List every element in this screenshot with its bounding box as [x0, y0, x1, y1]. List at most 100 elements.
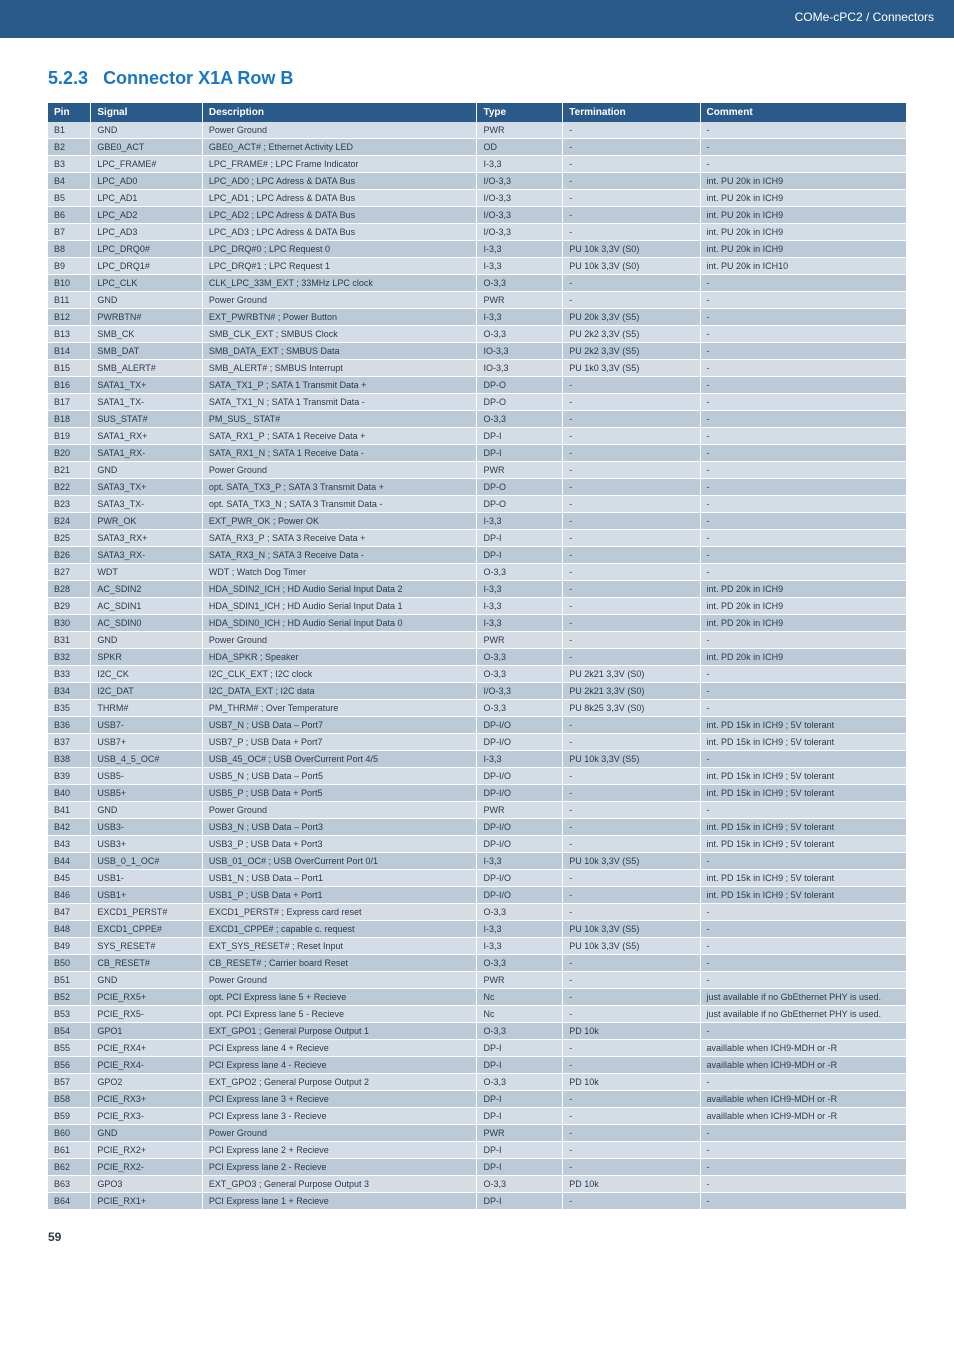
table-cell: B32: [48, 649, 91, 666]
table-cell: IO-3,3: [477, 360, 563, 377]
table-cell: just available if no GbEthernet PHY is u…: [700, 1006, 906, 1023]
table-cell: -: [700, 411, 906, 428]
table-cell: IO-3,3: [477, 343, 563, 360]
table-cell: B61: [48, 1142, 91, 1159]
table-cell: EXT_GPO2 ; General Purpose Output 2: [202, 1074, 477, 1091]
table-row: B54GPO1EXT_GPO1 ; General Purpose Output…: [48, 1023, 906, 1040]
table-cell: -: [700, 1142, 906, 1159]
table-cell: PM_THRM# ; Over Temperature: [202, 700, 477, 717]
table-cell: USB1_P ; USB Data + Port1: [202, 887, 477, 904]
table-cell: DP-I/O: [477, 785, 563, 802]
table-cell: int. PD 20k in ICH9: [700, 581, 906, 598]
table-cell: SATA_RX3_N ; SATA 3 Receive Data -: [202, 547, 477, 564]
table-cell: GND: [91, 462, 203, 479]
column-header: Termination: [563, 103, 700, 122]
table-row: B12PWRBTN#EXT_PWRBTN# ; Power ButtonI-3,…: [48, 309, 906, 326]
table-cell: SMB_CLK_EXT ; SMBUS Clock: [202, 326, 477, 343]
table-cell: O-3,3: [477, 275, 563, 292]
table-cell: -: [700, 547, 906, 564]
table-cell: -: [563, 887, 700, 904]
table-cell: -: [700, 666, 906, 683]
table-body: B1GNDPower GroundPWR--B2GBE0_ACTGBE0_ACT…: [48, 122, 906, 1210]
table-cell: PCIE_RX5+: [91, 989, 203, 1006]
table-cell: PU 2k2 3,3V (S5): [563, 326, 700, 343]
table-cell: AC_SDIN0: [91, 615, 203, 632]
table-cell: -: [700, 802, 906, 819]
table-cell: SATA3_TX+: [91, 479, 203, 496]
table-cell: I-3,3: [477, 921, 563, 938]
table-row: B14SMB_DATSMB_DATA_EXT ; SMBUS DataIO-3,…: [48, 343, 906, 360]
table-cell: -: [563, 190, 700, 207]
table-cell: -: [563, 649, 700, 666]
table-cell: SMB_DAT: [91, 343, 203, 360]
table-cell: -: [563, 292, 700, 309]
table-cell: int. PD 20k in ICH9: [700, 649, 906, 666]
table-cell: B29: [48, 598, 91, 615]
table-cell: I-3,3: [477, 581, 563, 598]
table-row: B19SATA1_RX+SATA_RX1_P ; SATA 1 Receive …: [48, 428, 906, 445]
table-cell: O-3,3: [477, 1176, 563, 1193]
table-row: B49SYS_RESET#EXT_SYS_RESET# ; Reset Inpu…: [48, 938, 906, 955]
table-cell: EXT_PWR_OK ; Power OK: [202, 513, 477, 530]
table-row: B37USB7+USB7_P ; USB Data + Port7DP-I/O-…: [48, 734, 906, 751]
table-cell: DP-O: [477, 394, 563, 411]
table-cell: B48: [48, 921, 91, 938]
table-cell: SATA_RX1_P ; SATA 1 Receive Data +: [202, 428, 477, 445]
table-cell: Power Ground: [202, 292, 477, 309]
table-cell: O-3,3: [477, 1074, 563, 1091]
table-row: B9LPC_DRQ1#LPC_DRQ#1 ; LPC Request 1I-3,…: [48, 258, 906, 275]
table-cell: I/O-3,3: [477, 207, 563, 224]
table-cell: O-3,3: [477, 904, 563, 921]
table-row: B36USB7-USB7_N ; USB Data – Port7DP-I/O-…: [48, 717, 906, 734]
table-cell: I/O-3,3: [477, 683, 563, 700]
table-cell: -: [700, 1193, 906, 1210]
table-cell: -: [700, 972, 906, 989]
table-row: B41GNDPower GroundPWR--: [48, 802, 906, 819]
table-cell: I-3,3: [477, 938, 563, 955]
table-cell: USB1-: [91, 870, 203, 887]
table-row: B50CB_RESET#CB_RESET# ; Carrier board Re…: [48, 955, 906, 972]
table-cell: -: [563, 1193, 700, 1210]
table-cell: DP-I: [477, 1040, 563, 1057]
table-cell: O-3,3: [477, 666, 563, 683]
table-cell: -: [700, 853, 906, 870]
table-cell: I2C_DAT: [91, 683, 203, 700]
table-cell: -: [563, 224, 700, 241]
table-cell: B39: [48, 768, 91, 785]
table-cell: B34: [48, 683, 91, 700]
table-cell: I-3,3: [477, 513, 563, 530]
table-cell: PU 1k0 3,3V (S5): [563, 360, 700, 377]
table-cell: B33: [48, 666, 91, 683]
table-cell: -: [563, 632, 700, 649]
table-cell: B18: [48, 411, 91, 428]
table-cell: HDA_SDIN1_ICH ; HD Audio Serial Input Da…: [202, 598, 477, 615]
table-cell: B37: [48, 734, 91, 751]
table-cell: -: [563, 802, 700, 819]
table-cell: -: [700, 445, 906, 462]
table-cell: USB1_N ; USB Data – Port1: [202, 870, 477, 887]
table-cell: PWR: [477, 462, 563, 479]
table-cell: HDA_SDIN0_ICH ; HD Audio Serial Input Da…: [202, 615, 477, 632]
table-cell: availlable when ICH9-MDH or -R: [700, 1108, 906, 1125]
table-cell: O-3,3: [477, 564, 563, 581]
table-cell: B23: [48, 496, 91, 513]
table-cell: USB7-: [91, 717, 203, 734]
table-cell: WDT ; Watch Dog Timer: [202, 564, 477, 581]
table-cell: I-3,3: [477, 615, 563, 632]
table-cell: -: [700, 479, 906, 496]
table-row: B39USB5-USB5_N ; USB Data – Port5DP-I/O-…: [48, 768, 906, 785]
table-cell: -: [563, 411, 700, 428]
table-cell: B19: [48, 428, 91, 445]
table-cell: -: [563, 394, 700, 411]
table-cell: I-3,3: [477, 853, 563, 870]
table-cell: AC_SDIN2: [91, 581, 203, 598]
table-cell: SATA1_TX-: [91, 394, 203, 411]
table-cell: DP-I/O: [477, 717, 563, 734]
table-cell: GND: [91, 122, 203, 139]
table-cell: PU 2k21 3,3V (S0): [563, 683, 700, 700]
table-cell: int. PU 20k in ICH10: [700, 258, 906, 275]
table-row: B16SATA1_TX+SATA_TX1_P ; SATA 1 Transmit…: [48, 377, 906, 394]
table-cell: -: [563, 598, 700, 615]
table-cell: SATA_TX1_N ; SATA 1 Transmit Data -: [202, 394, 477, 411]
table-cell: -: [700, 530, 906, 547]
